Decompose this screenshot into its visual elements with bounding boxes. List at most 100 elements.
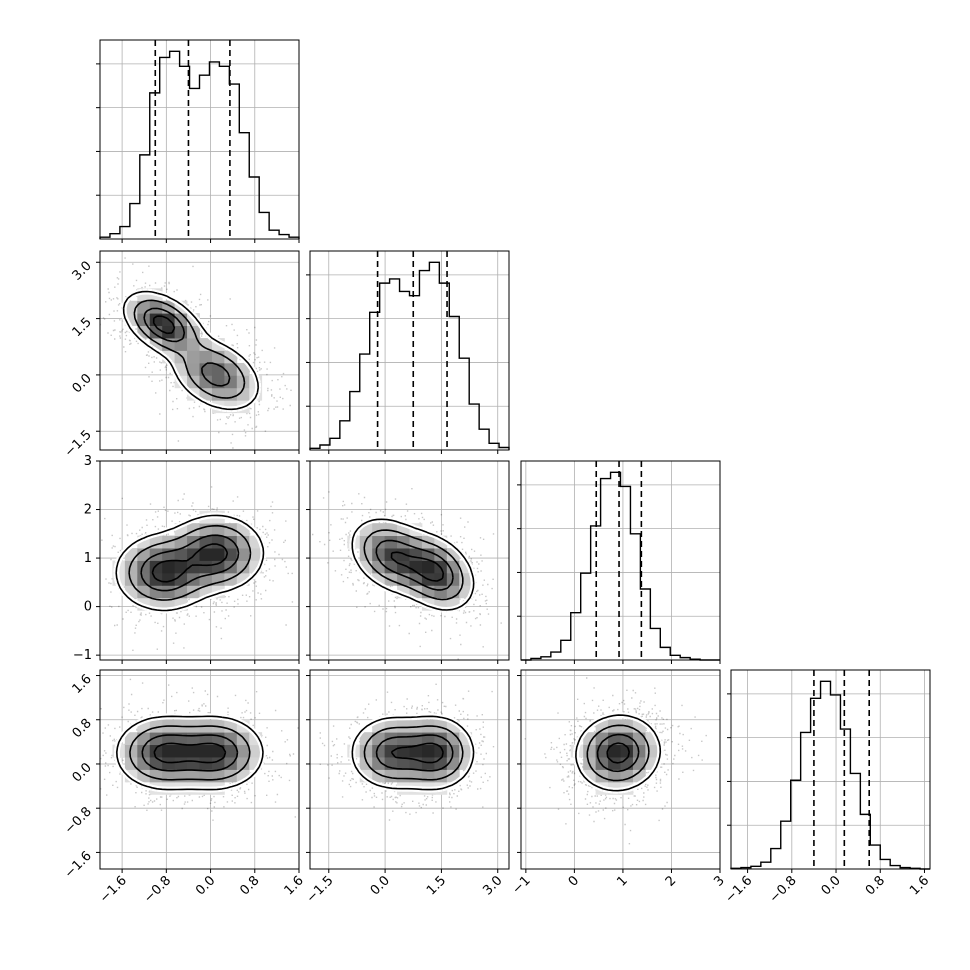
density-cell bbox=[583, 744, 597, 758]
density-cell bbox=[187, 732, 200, 746]
histogram-panel-2 bbox=[517, 460, 721, 661]
contour-level-1 bbox=[129, 725, 251, 781]
contour-level-1 bbox=[363, 725, 464, 781]
x-tick-label-2-0: −1 bbox=[510, 873, 534, 897]
panel-frame bbox=[99, 250, 300, 451]
histogram-step-0 bbox=[99, 50, 300, 239]
density-cell bbox=[224, 732, 238, 746]
panel-frame bbox=[520, 460, 721, 661]
density-cell bbox=[384, 535, 398, 549]
y-tick-label-1-2: 1.5 bbox=[70, 315, 95, 340]
contour-level-0 bbox=[351, 518, 475, 611]
contour-level-0 bbox=[116, 715, 264, 791]
density-cell bbox=[409, 548, 423, 561]
panel-frame bbox=[520, 669, 721, 870]
contour-level-3 bbox=[151, 543, 229, 583]
density-cell bbox=[149, 769, 163, 783]
x-tick-label-1-1: 0.0 bbox=[368, 873, 393, 898]
density-cell bbox=[137, 732, 151, 746]
density-cell bbox=[236, 744, 250, 758]
density-cell bbox=[372, 744, 386, 758]
scatter-panel-1-2 bbox=[309, 460, 510, 661]
density-cell bbox=[199, 744, 213, 758]
y-tick-label-3-3: 0.8 bbox=[70, 716, 95, 741]
density-cell bbox=[409, 769, 423, 783]
contour-level-2 bbox=[596, 733, 640, 773]
density-cell bbox=[421, 744, 435, 758]
density-cell bbox=[224, 744, 238, 758]
density-cell bbox=[434, 769, 448, 783]
contour-level-3 bbox=[390, 742, 444, 764]
density-cell bbox=[174, 757, 188, 770]
density-cell bbox=[162, 560, 176, 574]
density-cell bbox=[199, 523, 213, 537]
density-cell bbox=[137, 744, 151, 758]
y-tick-label-2-4: 3 bbox=[84, 454, 92, 469]
contour-level-2 bbox=[143, 307, 231, 387]
density-cell bbox=[384, 560, 398, 574]
x-tick-label-1-3: 3.0 bbox=[480, 873, 505, 898]
density-cell bbox=[359, 732, 373, 746]
density-cell bbox=[149, 732, 163, 746]
y-tick-label-3-4: 1.6 bbox=[70, 672, 95, 697]
density-cell bbox=[620, 744, 634, 758]
histogram-panel-3 bbox=[727, 669, 931, 870]
density-cell bbox=[384, 769, 398, 783]
panel-frame bbox=[309, 669, 510, 870]
x-tick-label-3-0: −1.6 bbox=[722, 873, 755, 906]
density-cell bbox=[187, 338, 200, 351]
x-tick-label-2-3: 2 bbox=[663, 873, 679, 889]
density-cell bbox=[187, 560, 200, 574]
contour-level-0 bbox=[575, 714, 662, 792]
density-cell bbox=[174, 325, 188, 339]
density-cell bbox=[174, 560, 188, 574]
contour-level-2 bbox=[375, 734, 454, 772]
density-cell bbox=[595, 769, 609, 783]
density-cell bbox=[645, 744, 659, 758]
histogram-step-3 bbox=[730, 680, 930, 870]
density-cell bbox=[434, 585, 448, 599]
density-cell bbox=[236, 387, 250, 401]
contour-level-0 bbox=[115, 514, 265, 612]
density-cell bbox=[236, 362, 250, 376]
y-tick-label-2-0: −1 bbox=[73, 648, 92, 663]
density-cell bbox=[236, 548, 250, 561]
density-cell bbox=[372, 548, 386, 561]
density-cell bbox=[434, 719, 448, 733]
density-cell bbox=[224, 523, 238, 537]
density-cell bbox=[174, 572, 188, 586]
density-cell bbox=[409, 732, 423, 746]
density-cell bbox=[162, 744, 176, 758]
x-tick-label-0-2: 0.0 bbox=[193, 873, 218, 898]
density-cell bbox=[187, 757, 200, 770]
density-cell bbox=[595, 732, 609, 746]
density-cell bbox=[608, 769, 621, 783]
contour-level-2 bbox=[141, 734, 239, 772]
panel-frame bbox=[309, 460, 510, 661]
density-cell bbox=[249, 744, 263, 758]
density-cell bbox=[608, 744, 621, 758]
density-cell bbox=[199, 560, 213, 574]
histogram-step-2 bbox=[521, 471, 720, 661]
contour-level-1 bbox=[363, 529, 464, 601]
density-cell bbox=[409, 744, 423, 758]
density-cell bbox=[137, 769, 151, 783]
density-cell bbox=[149, 313, 163, 327]
density-cell bbox=[137, 585, 151, 599]
panel-frame bbox=[99, 39, 300, 240]
histogram-panel-1 bbox=[306, 250, 510, 451]
density-cell bbox=[137, 757, 151, 770]
density-cell bbox=[174, 744, 188, 758]
x-tick-label-3-2: 0.0 bbox=[819, 873, 844, 898]
density-cell bbox=[187, 744, 200, 758]
x-tick-label-1-2: 1.5 bbox=[424, 873, 449, 898]
panel-frame bbox=[309, 250, 510, 451]
density-cell bbox=[124, 732, 138, 746]
contour-level-3 bbox=[390, 551, 445, 582]
contour-level-2 bbox=[140, 534, 240, 592]
density-cell bbox=[236, 535, 250, 549]
density-cell bbox=[397, 732, 410, 746]
x-tick-label-0-3: 0.8 bbox=[237, 873, 262, 898]
panel-frame bbox=[99, 460, 300, 661]
density-cell bbox=[124, 560, 138, 574]
